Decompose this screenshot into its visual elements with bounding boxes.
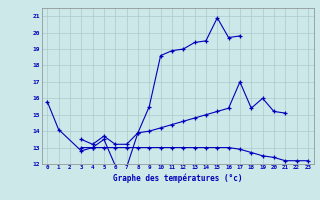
X-axis label: Graphe des températures (°c): Graphe des températures (°c) — [113, 173, 242, 183]
